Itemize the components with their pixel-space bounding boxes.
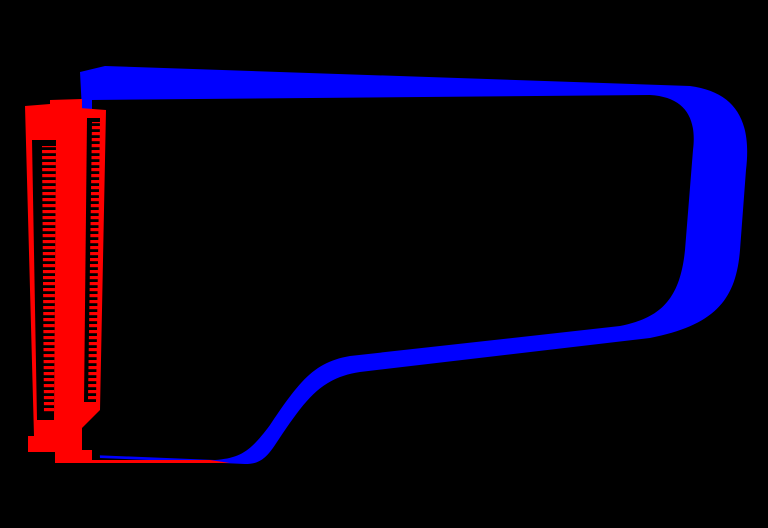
piano-body-inner — [92, 95, 694, 460]
keys-slot-back-teeth — [88, 122, 104, 400]
keyboard-base — [28, 436, 68, 452]
keys-slot-front-teeth — [42, 146, 56, 414]
keyboard-front — [25, 99, 230, 463]
